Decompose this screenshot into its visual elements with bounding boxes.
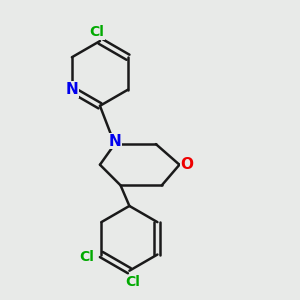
- Text: Cl: Cl: [79, 250, 94, 265]
- Text: Cl: Cl: [90, 25, 104, 39]
- Text: N: N: [108, 134, 121, 149]
- Text: N: N: [65, 82, 78, 97]
- Text: Cl: Cl: [125, 275, 140, 290]
- Text: O: O: [180, 157, 193, 172]
